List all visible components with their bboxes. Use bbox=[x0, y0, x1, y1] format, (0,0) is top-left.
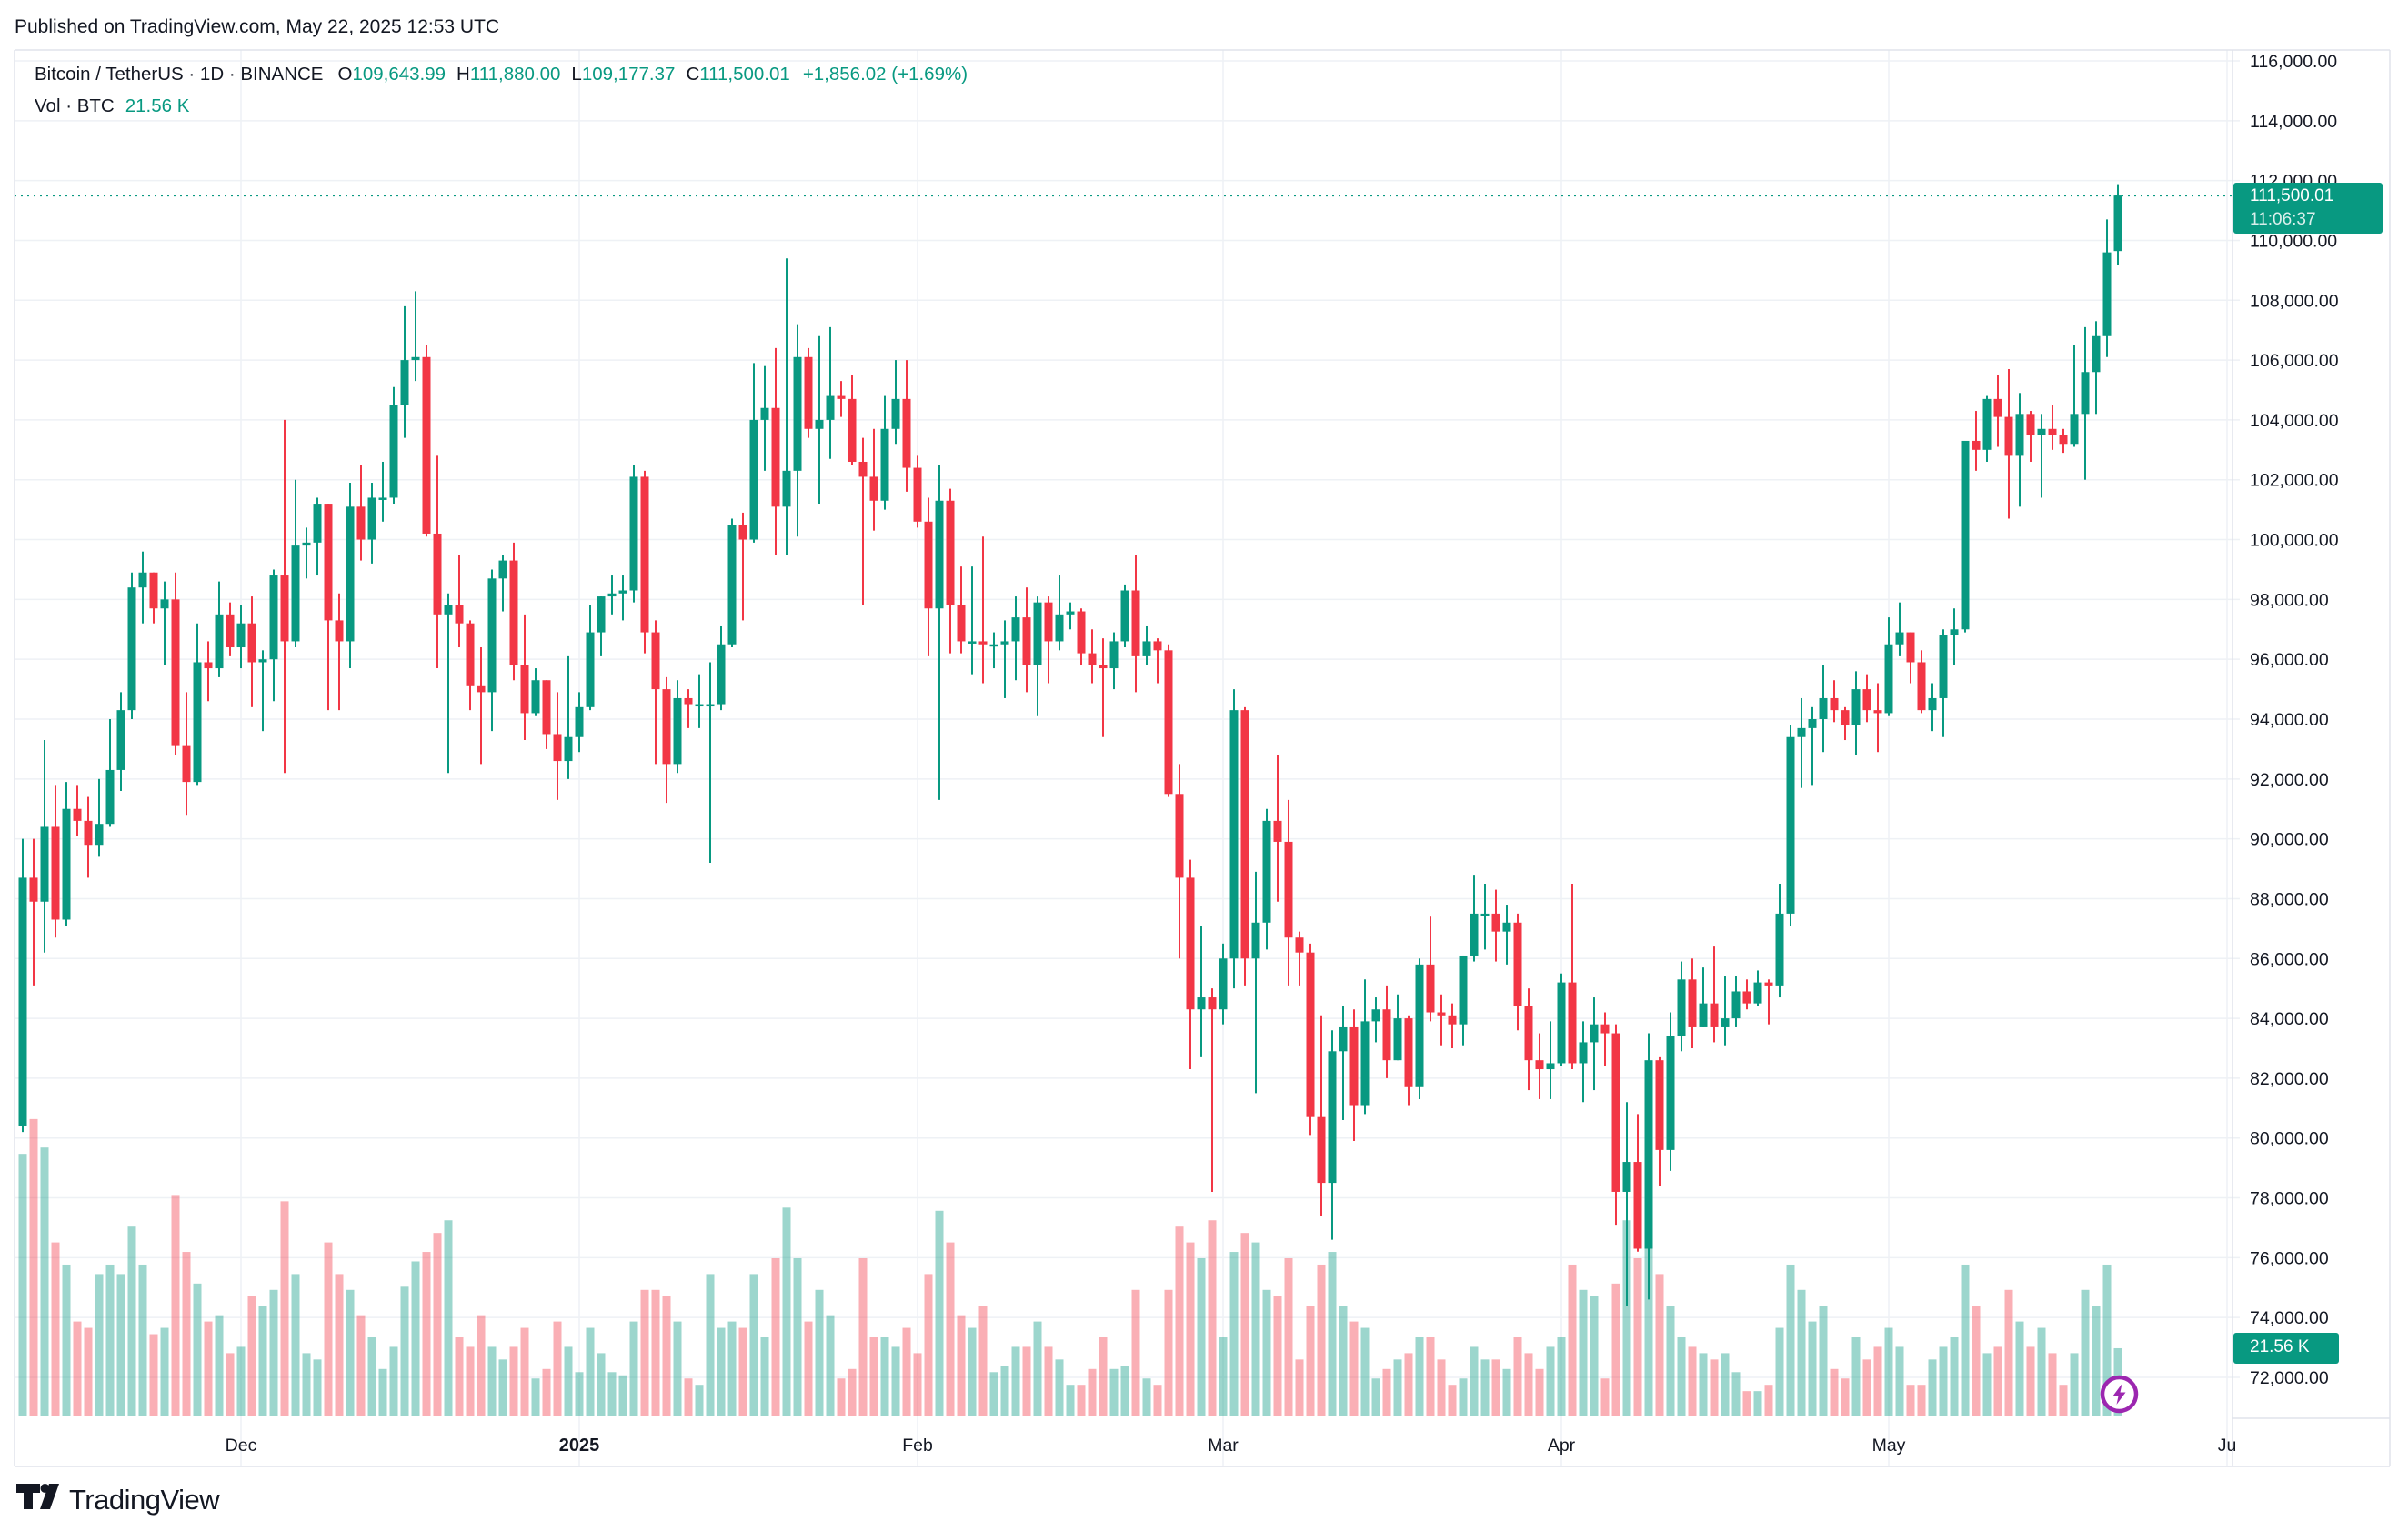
last-price-badge: 111,500.01 11:06:37 bbox=[2233, 183, 2383, 234]
svg-text:102,000.00: 102,000.00 bbox=[2250, 471, 2339, 491]
tradingview-logo[interactable]: TradingView bbox=[16, 1484, 220, 1516]
svg-text:110,000.00: 110,000.00 bbox=[2250, 231, 2337, 251]
last-price-value: 111,500.01 bbox=[2250, 186, 2334, 205]
symbol-title: Bitcoin / TetherUS · 1D · BINANCE bbox=[35, 64, 324, 85]
published-caption: Published on TradingView.com, May 22, 20… bbox=[15, 16, 500, 37]
candles-layer bbox=[18, 184, 2122, 1306]
svg-text:108,000.00: 108,000.00 bbox=[2250, 291, 2339, 311]
high-value: H111,880.00 bbox=[457, 64, 561, 85]
low-value: L109,177.37 bbox=[571, 64, 676, 85]
svg-text:98,000.00: 98,000.00 bbox=[2250, 590, 2329, 610]
svg-text:96,000.00: 96,000.00 bbox=[2250, 650, 2329, 670]
svg-text:76,000.00: 76,000.00 bbox=[2250, 1248, 2329, 1268]
svg-text:114,000.00: 114,000.00 bbox=[2250, 112, 2337, 132]
svg-text:90,000.00: 90,000.00 bbox=[2250, 830, 2329, 850]
lightning-icon[interactable] bbox=[2099, 1374, 2140, 1415]
svg-text:Apr: Apr bbox=[1548, 1436, 1576, 1456]
tradingview-logo-text: TradingView bbox=[69, 1484, 220, 1516]
price-axis-labels[interactable]: 116,000.00114,000.00112,000.00110,000.00… bbox=[2250, 52, 2339, 1388]
grid-layer bbox=[15, 50, 2240, 1466]
svg-text:86,000.00: 86,000.00 bbox=[2250, 949, 2329, 969]
svg-text:Ju: Ju bbox=[2218, 1436, 2237, 1456]
svg-text:72,000.00: 72,000.00 bbox=[2250, 1368, 2329, 1388]
svg-text:100,000.00: 100,000.00 bbox=[2250, 531, 2339, 551]
tradingview-logo-icon bbox=[16, 1484, 59, 1509]
volume-bars-layer bbox=[18, 1118, 2122, 1416]
open-value: O109,643.99 bbox=[337, 64, 446, 85]
legend-volume-row: Vol · BTC 21.56 K bbox=[35, 95, 968, 117]
svg-text:Dec: Dec bbox=[226, 1436, 257, 1456]
svg-text:92,000.00: 92,000.00 bbox=[2250, 770, 2329, 790]
svg-text:106,000.00: 106,000.00 bbox=[2250, 351, 2339, 371]
close-value: C111,500.01 bbox=[686, 64, 790, 85]
volume-label: Vol · BTC bbox=[35, 95, 115, 116]
svg-text:80,000.00: 80,000.00 bbox=[2250, 1129, 2329, 1149]
symbol-legend: Bitcoin / TetherUS · 1D · BINANCE O109,6… bbox=[35, 64, 968, 117]
svg-text:84,000.00: 84,000.00 bbox=[2250, 1009, 2329, 1029]
current-volume-value: 21.56 K bbox=[2250, 1337, 2310, 1356]
svg-text:2025: 2025 bbox=[559, 1436, 600, 1456]
svg-text:104,000.00: 104,000.00 bbox=[2250, 411, 2339, 431]
current-volume-badge: 21.56 K bbox=[2233, 1333, 2339, 1364]
change-value: +1,856.02 (+1.69%) bbox=[802, 64, 968, 85]
svg-text:88,000.00: 88,000.00 bbox=[2250, 889, 2329, 909]
svg-text:Feb: Feb bbox=[902, 1436, 933, 1456]
borders-layer bbox=[14, 49, 2391, 1467]
svg-text:94,000.00: 94,000.00 bbox=[2250, 710, 2329, 730]
svg-text:116,000.00: 116,000.00 bbox=[2250, 52, 2337, 72]
time-axis-labels[interactable]: Dec 2025 Feb Mar Apr May Ju bbox=[226, 1436, 2237, 1456]
svg-text:74,000.00: 74,000.00 bbox=[2250, 1308, 2329, 1328]
volume-value: 21.56 K bbox=[125, 95, 190, 116]
svg-text:Mar: Mar bbox=[1208, 1436, 1239, 1456]
svg-text:82,000.00: 82,000.00 bbox=[2250, 1069, 2329, 1089]
bar-countdown: 11:06:37 bbox=[2250, 210, 2316, 229]
legend-ohlc-row: Bitcoin / TetherUS · 1D · BINANCE O109,6… bbox=[35, 64, 968, 85]
svg-text:May: May bbox=[1872, 1436, 1906, 1456]
svg-text:78,000.00: 78,000.00 bbox=[2250, 1189, 2329, 1209]
